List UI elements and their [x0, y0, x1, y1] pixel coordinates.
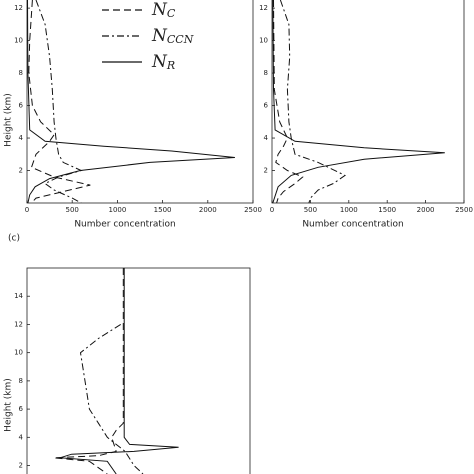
- x-tick-label: 2500: [455, 206, 473, 214]
- legend-name: N: [151, 52, 168, 72]
- y-tick-label: 10: [14, 349, 23, 357]
- profile-line: [53, 268, 124, 474]
- plot-frame: [271, 0, 465, 204]
- legend-label: NCCN: [151, 26, 194, 47]
- y-tick-label: 12: [14, 4, 23, 12]
- x-tick-label: 0: [270, 206, 274, 214]
- x-tick-label: 1000: [108, 206, 126, 214]
- y-tick-label: 14: [14, 292, 23, 300]
- legend-label: NR: [151, 52, 175, 73]
- y-tick-label: 8: [19, 377, 23, 385]
- x-tick-label: 2000: [417, 206, 435, 214]
- plot-frame: [26, 267, 251, 474]
- profile-line: [79, 323, 144, 474]
- y-tick-label: 12: [14, 320, 23, 328]
- x-tick-label: 2500: [244, 206, 262, 214]
- y-tick-label: 2: [264, 167, 268, 175]
- legend-subscript: R: [166, 59, 175, 72]
- legend-subscript: C: [167, 7, 176, 20]
- y-tick-label: 2: [19, 462, 23, 470]
- profile-line: [27, 0, 235, 203]
- y-tick-label: 10: [14, 37, 23, 45]
- profile-line: [35, 0, 83, 203]
- y-tick-label: 6: [19, 102, 24, 110]
- y-tick-label: 10: [259, 37, 268, 45]
- profile-line: [28, 0, 91, 203]
- x-tick-label: 1500: [154, 206, 172, 214]
- y-tick-label: 6: [264, 102, 269, 110]
- y-tick-label: 8: [264, 69, 268, 77]
- panel-label: (c): [8, 234, 20, 244]
- y-axis-label: Height (km): [4, 378, 14, 432]
- profile-line: [279, 0, 346, 203]
- y-tick-label: 12: [259, 4, 268, 12]
- y-tick-label: 6: [19, 405, 24, 413]
- x-axis-label: Number concentration: [302, 220, 403, 230]
- plot-frame: [26, 0, 254, 204]
- y-tick-label: 4: [264, 134, 269, 142]
- x-tick-label: 2000: [199, 206, 217, 214]
- y-tick-label: 4: [19, 134, 24, 142]
- legend-name: N: [151, 26, 168, 46]
- x-tick-label: 1500: [378, 206, 396, 214]
- profile-line: [59, 268, 179, 474]
- x-tick-label: 500: [304, 206, 317, 214]
- legend-subscript: CCN: [167, 33, 194, 46]
- x-tick-label: 0: [25, 206, 29, 214]
- profile-line: [273, 0, 304, 203]
- y-tick-label: 2: [19, 167, 23, 175]
- y-tick-label: 8: [19, 69, 23, 77]
- legend-label: NC: [151, 0, 176, 20]
- y-tick-label: 4: [19, 433, 24, 441]
- x-tick-label: 1000: [340, 206, 358, 214]
- y-axis-label: Height (km): [4, 93, 14, 147]
- x-axis-label: Number concentration: [74, 220, 175, 230]
- profile-line: [272, 0, 445, 203]
- legend-name: N: [151, 0, 168, 20]
- x-tick-label: 500: [66, 206, 79, 214]
